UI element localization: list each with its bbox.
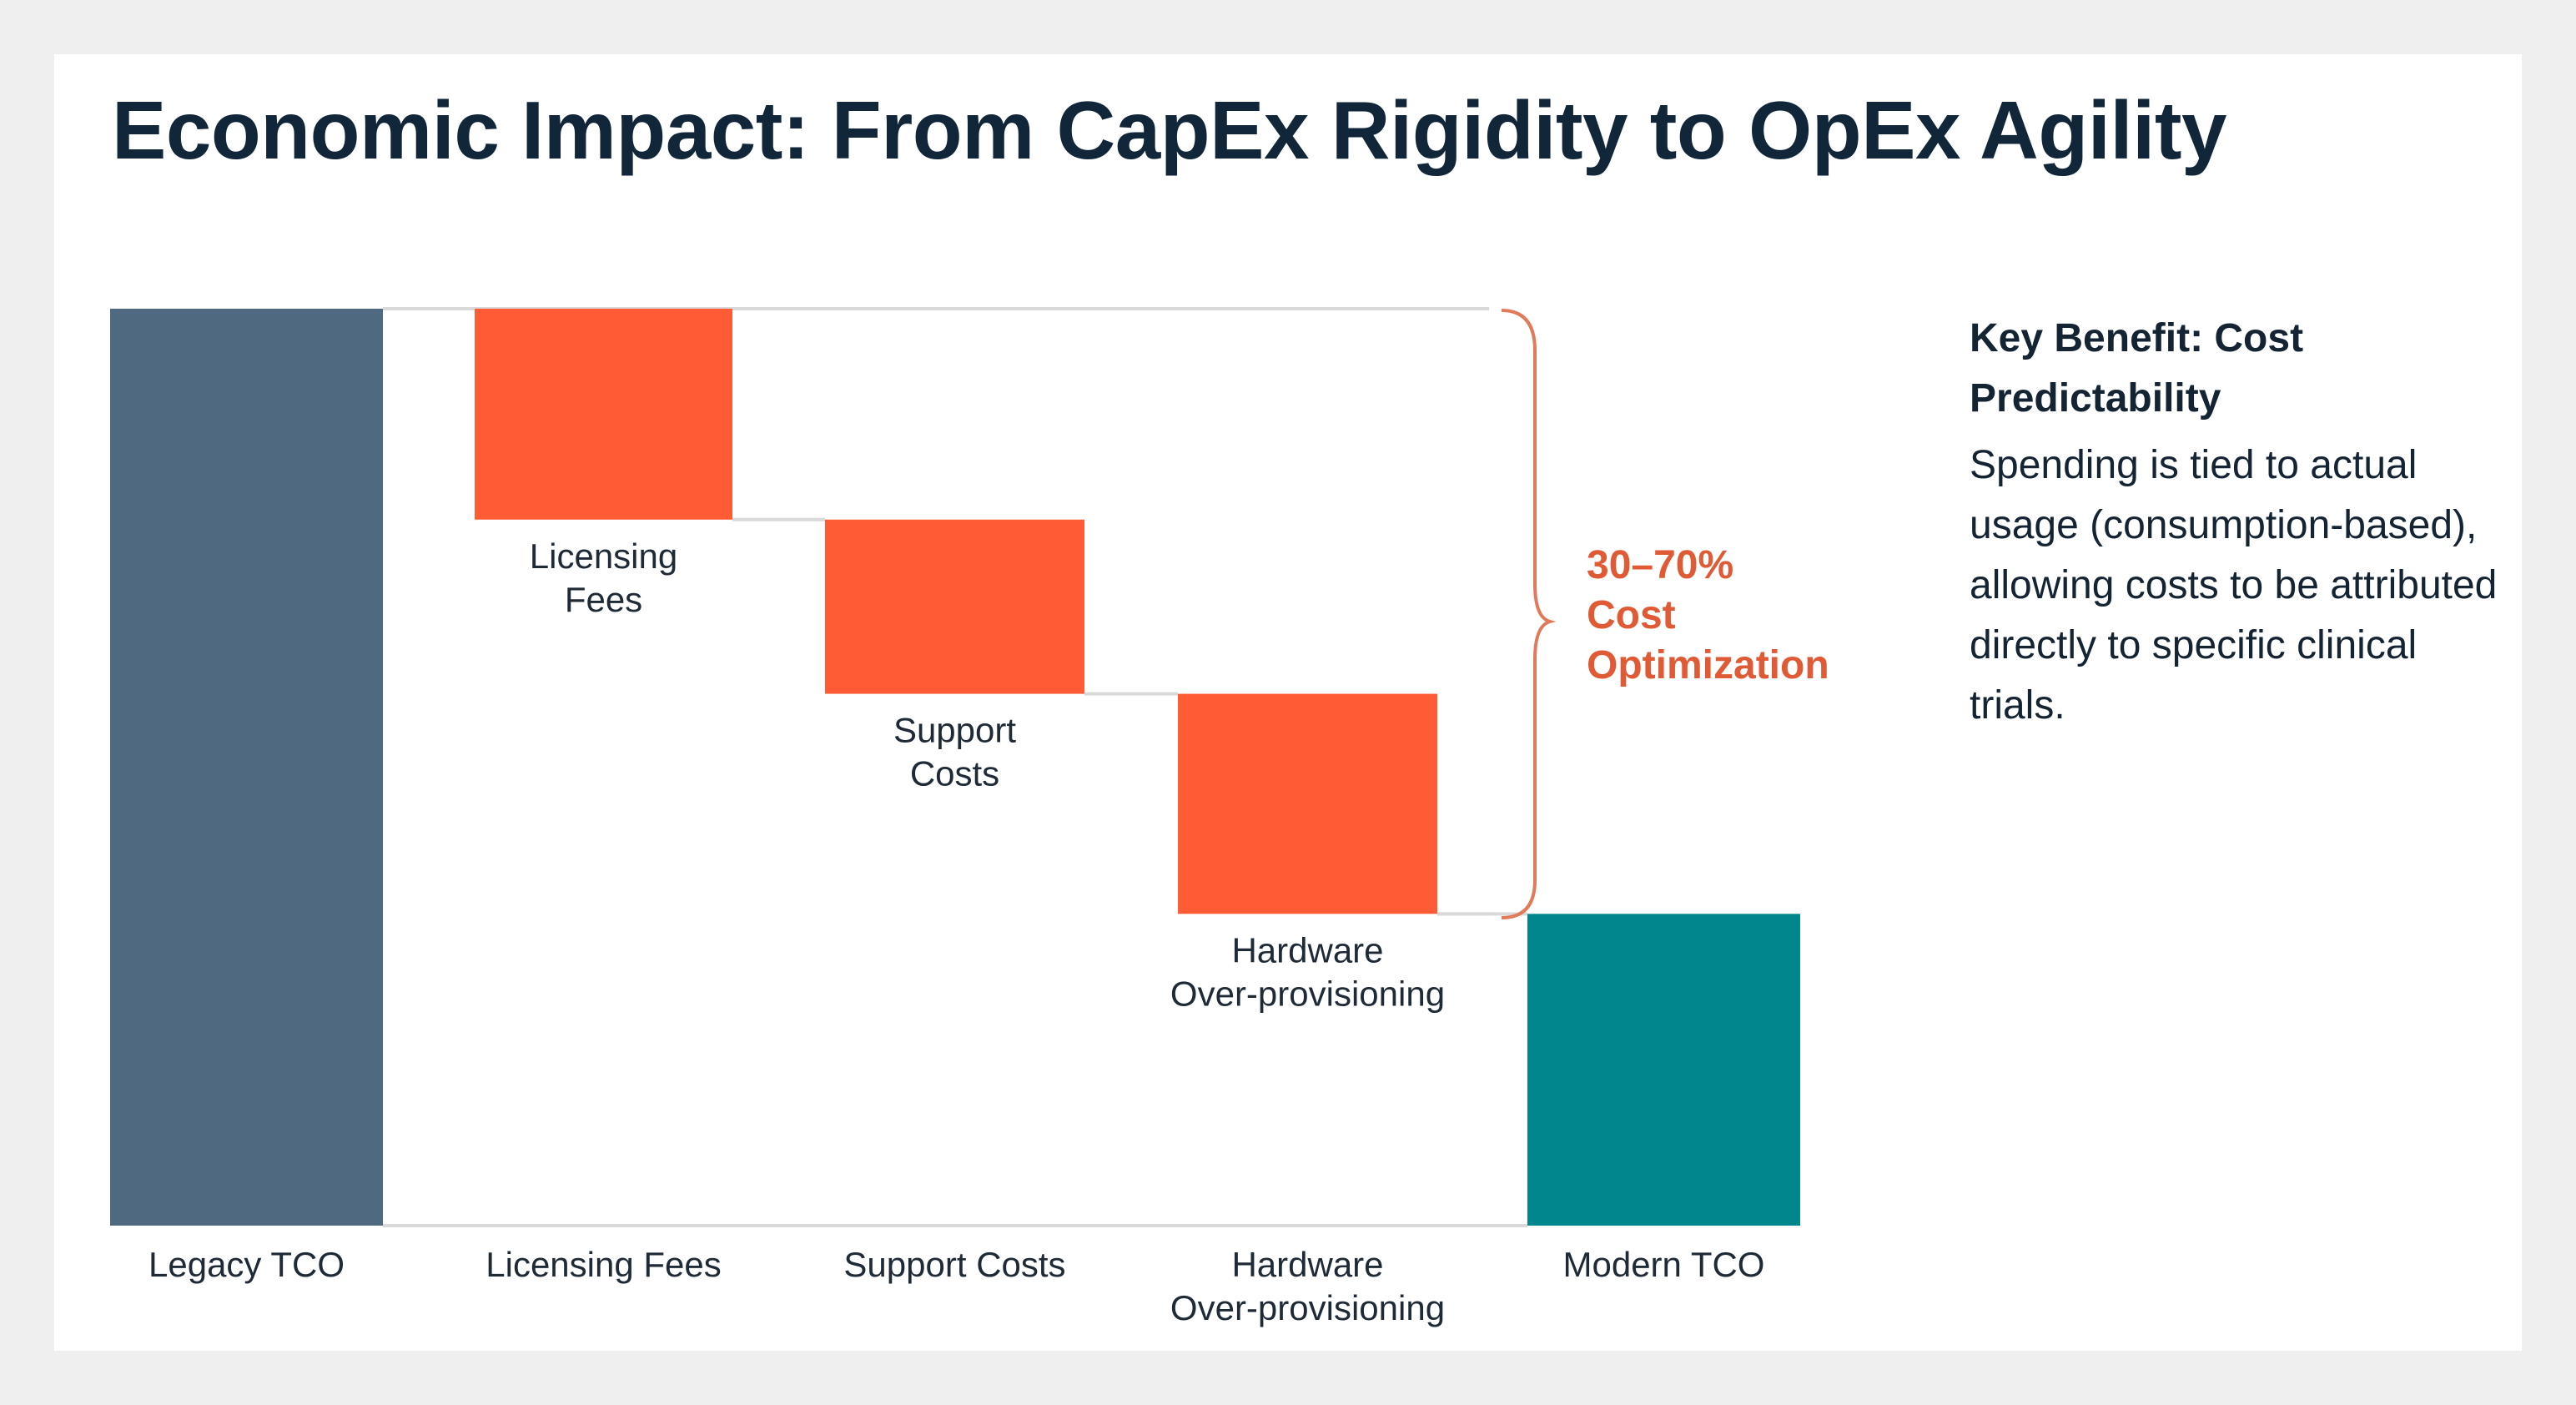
key-benefit-heading: Key Benefit: Cost Predictability	[1970, 316, 2304, 420]
bar-inner-label: Support	[893, 711, 1016, 750]
page-title: Economic Impact: From CapEx Rigidity to …	[112, 84, 2227, 176]
category-label: Over-provisioning	[1170, 1288, 1445, 1327]
bar-inner-label: Costs	[910, 754, 999, 793]
annotation-line: Cost	[1587, 593, 1676, 637]
key-benefit-body: Spending is tied to actual usage (consum…	[1970, 443, 2498, 728]
bar-support-costs	[825, 519, 1084, 694]
key-benefit-panel: Key Benefit: Cost Predictability Spendin…	[1970, 309, 2503, 736]
bar-inner-label: Licensing	[530, 536, 677, 576]
bar-inner-label: Fees	[565, 580, 642, 619]
category-label: Hardware	[1231, 1245, 1383, 1284]
bar-licensing-fees	[475, 309, 732, 520]
bracket-icon	[1501, 309, 1557, 919]
annotation-line: 30–70%	[1587, 543, 1734, 587]
category-label: Support Costs	[843, 1245, 1065, 1284]
category-label: Modern TCO	[1563, 1245, 1765, 1284]
category-label: Licensing Fees	[486, 1245, 722, 1284]
bar-inner-label: Hardware	[1231, 930, 1383, 969]
bar-legacy-tco	[110, 309, 383, 1226]
annotation-line: Optimization	[1587, 643, 1829, 687]
category-label: Legacy TCO	[148, 1245, 345, 1284]
cost-optimization-annotation: 30–70% Cost Optimization	[1587, 541, 1854, 691]
bar-hardware-over-provisioning	[1178, 693, 1437, 914]
bar-inner-label: Over-provisioning	[1170, 974, 1445, 1013]
bar-modern-tco	[1527, 914, 1800, 1226]
